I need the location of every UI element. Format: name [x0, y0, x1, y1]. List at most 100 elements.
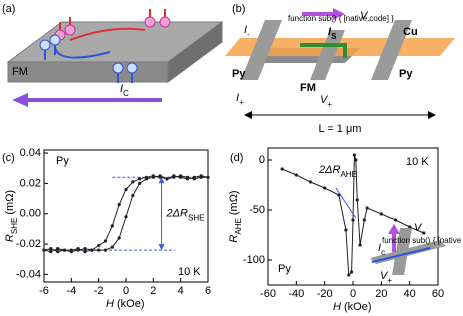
data-point — [117, 203, 121, 207]
data-point — [103, 239, 108, 243]
fm-pad — [310, 30, 345, 80]
y-axis-label-main: R — [228, 235, 240, 243]
data-point — [131, 180, 135, 184]
panel-label: (d) — [230, 152, 243, 164]
fm-label: FM — [12, 66, 28, 78]
y-axis-label-main: R — [4, 234, 16, 242]
data-point — [97, 248, 101, 252]
i-minus-label: I- — [244, 24, 250, 39]
y-tick-label: -100 — [243, 254, 265, 266]
delta-label-main: 2ΔR — [318, 164, 340, 176]
v-minus-label-sub: - — [367, 16, 370, 25]
x-tick-label: 0 — [350, 288, 356, 300]
data-point — [185, 177, 190, 181]
current-arrowhead — [12, 93, 28, 107]
data-point — [90, 248, 94, 252]
x-tick-label: 0 — [123, 285, 129, 297]
i-plus-label: I+ — [236, 92, 244, 107]
v-minus-label-main: V — [360, 10, 369, 22]
delta-label-sub: SHE — [188, 213, 204, 222]
data-point — [138, 181, 142, 185]
y-tick-label: 0.04 — [20, 147, 41, 159]
delta-arrowhead — [158, 177, 165, 184]
data-point — [56, 250, 60, 254]
material-label: Py — [56, 155, 69, 167]
inset-field-arrowhead — [388, 224, 400, 234]
diagram-a — [6, 9, 224, 107]
x-tick-label: 40 — [404, 288, 416, 300]
data-point — [76, 247, 80, 251]
inset-current-label: Ic — [378, 242, 385, 257]
v-minus-label: V- — [360, 10, 370, 25]
spin-up-arrows — [59, 9, 166, 30]
i-minus-label-main: I — [244, 24, 247, 36]
data-point — [192, 175, 196, 179]
spin-current-arrow — [300, 43, 347, 58]
data-point — [83, 250, 87, 254]
spin-down — [39, 34, 138, 74]
py-left-label: Py — [232, 68, 246, 80]
temperature-label: 10 K — [178, 266, 201, 278]
x-tick-label: -60 — [260, 288, 276, 300]
data-point — [62, 248, 67, 252]
y-axis-label-sub: AHE — [234, 218, 243, 234]
data-point — [352, 153, 357, 157]
x-axis-label-rest: (kOe) — [114, 298, 145, 310]
x-tick-label: -4 — [66, 285, 76, 297]
data-point — [347, 273, 351, 277]
inset-current-arrow — [371, 247, 431, 263]
data-point — [408, 225, 412, 229]
data-point — [344, 228, 348, 232]
v-plus-label-main: V — [320, 94, 329, 106]
data-point — [199, 174, 203, 178]
data-point — [83, 247, 87, 251]
length-label: L = 1 μm — [319, 123, 362, 135]
x-axis-label: H (kOe) — [106, 298, 145, 310]
data-point — [56, 247, 60, 251]
data-point — [355, 198, 359, 202]
data-point — [151, 174, 155, 178]
inset-v-plus-label-sub: + — [387, 276, 392, 285]
y-tick-label: -50 — [249, 204, 265, 216]
panel-label: (a) — [2, 3, 15, 15]
data-point — [49, 247, 53, 251]
inset-field-label: function sub() { [native code] } — [382, 236, 463, 245]
cu-label: Cu — [403, 26, 418, 38]
data-point — [124, 215, 128, 219]
y-tick-label: -0.04 — [16, 268, 41, 280]
y-axis-label-rest: (mΩ) — [228, 190, 240, 218]
length-arrow-left — [244, 111, 252, 119]
data-point — [110, 245, 114, 249]
i-plus-label-sub: + — [239, 98, 244, 107]
x-tick-label: 20 — [375, 288, 387, 300]
data-point — [358, 243, 362, 247]
spin-current-label: IS — [328, 26, 337, 41]
data-point — [323, 186, 327, 190]
data-point — [349, 270, 354, 274]
i-plus-label-main: I — [236, 92, 239, 104]
x-tick-label: -20 — [317, 288, 333, 300]
data-point — [179, 175, 183, 179]
x-tick-label: -40 — [288, 288, 304, 300]
v-plus-label: V+ — [320, 94, 332, 109]
data-point — [49, 250, 53, 254]
data-point — [138, 177, 142, 181]
x-tick-label: 6 — [205, 285, 211, 297]
temperature-label: 10 K — [406, 156, 429, 168]
y-axis-label-sub: SHE — [10, 218, 19, 234]
spin-path-up — [69, 27, 146, 41]
x-tick-label: 60 — [432, 288, 444, 300]
data-point — [158, 175, 162, 179]
data-point — [165, 177, 169, 181]
data-point — [42, 248, 46, 252]
py-left-wire — [241, 20, 282, 80]
length-arrow-right — [428, 111, 436, 119]
inset-bar — [392, 228, 412, 275]
inset-v-minus-label: V- — [414, 222, 424, 237]
data-point — [422, 231, 426, 235]
inset-v-plus-label: V+ — [380, 270, 392, 285]
spin-down-arrows — [44, 45, 133, 83]
y-tick-label: 0 — [259, 154, 265, 166]
x-tick-label: -2 — [94, 285, 104, 297]
